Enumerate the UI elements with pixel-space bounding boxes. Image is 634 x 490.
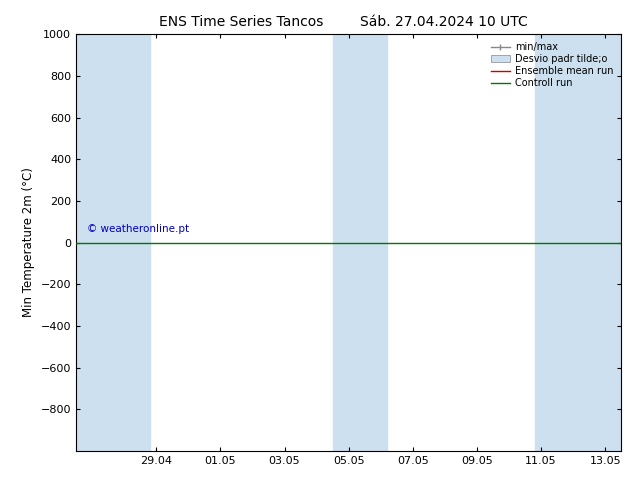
Text: © weatheronline.pt: © weatheronline.pt [87, 224, 189, 234]
Bar [76, 34, 150, 451]
Bar [534, 34, 621, 451]
Bar [333, 34, 387, 451]
Text: Sáb. 27.04.2024 10 UTC: Sáb. 27.04.2024 10 UTC [360, 15, 527, 29]
Text: ENS Time Series Tancos: ENS Time Series Tancos [158, 15, 323, 29]
Y-axis label: Min Temperature 2m (°C): Min Temperature 2m (°C) [22, 168, 35, 318]
Legend: min/max, Desvio padr tilde;o, Ensemble mean run, Controll run: min/max, Desvio padr tilde;o, Ensemble m… [488, 39, 616, 91]
